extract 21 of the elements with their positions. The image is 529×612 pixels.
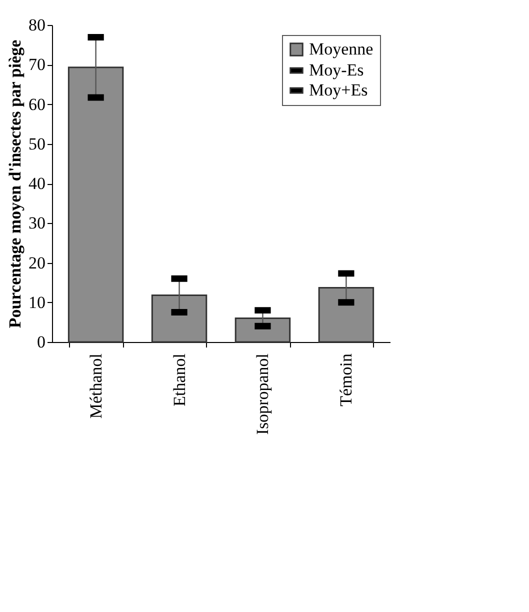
- y-tick-label: 10: [28, 292, 46, 312]
- x-tick-label: Isopropanol: [253, 353, 272, 435]
- y-tick-label: 40: [28, 174, 46, 193]
- y-tick-label: 50: [28, 134, 46, 154]
- y-tick-label: 20: [28, 253, 46, 272]
- y-tick-label: 60: [28, 94, 46, 114]
- y-tick-label: 70: [28, 55, 46, 74]
- bar: [68, 66, 124, 343]
- y-axis-title: Pourcentage moyen d'insectes par piège: [6, 39, 24, 328]
- y-tick-label: 80: [28, 16, 46, 34]
- x-tick-label: Ethanol: [170, 353, 189, 406]
- bar: [318, 286, 374, 343]
- legend-label: Moy+Es: [309, 80, 368, 100]
- x-tick-label: Témoin: [336, 353, 356, 406]
- y-tick-label: 30: [28, 214, 46, 233]
- bar: [151, 294, 208, 343]
- legend-label: Moyenne: [309, 40, 374, 58]
- y-tick-label: 0: [37, 332, 46, 352]
- legend-label: Moy-Es: [309, 60, 364, 80]
- x-tick-label: Méthanol: [86, 353, 106, 419]
- bar: [234, 317, 291, 343]
